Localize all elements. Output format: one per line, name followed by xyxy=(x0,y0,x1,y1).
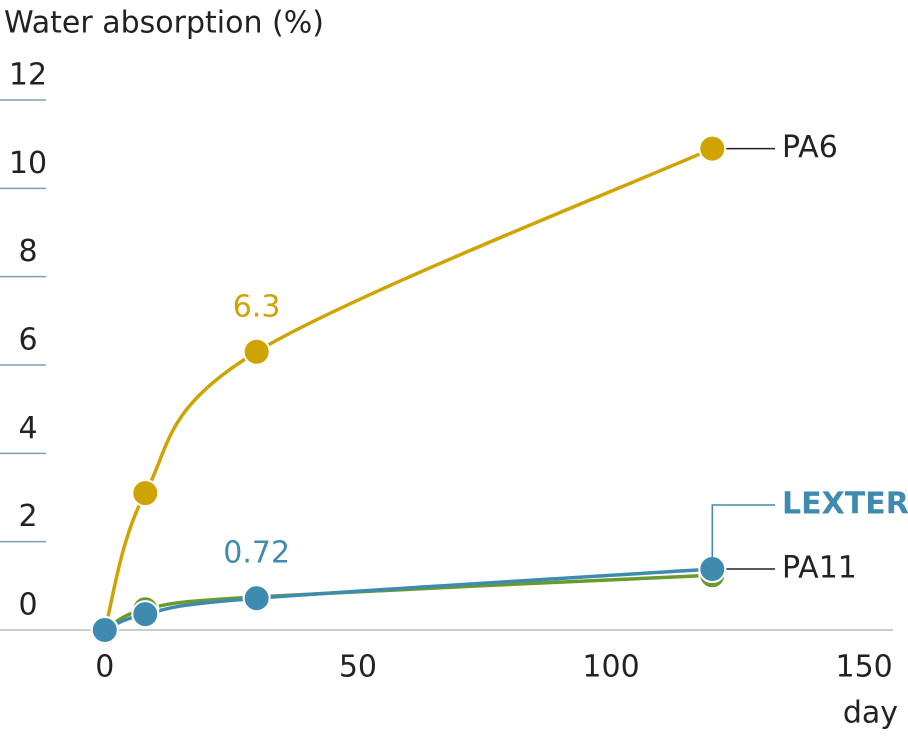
point xyxy=(131,600,160,629)
point xyxy=(90,616,119,644)
x-tick-label: 0 xyxy=(95,650,114,685)
y-tick-label: 8 xyxy=(18,234,37,269)
y-tick-label: 6 xyxy=(18,323,37,358)
x-tick-label: 150 xyxy=(836,650,893,685)
leader-line xyxy=(711,504,775,558)
series-label: PA11 xyxy=(782,551,857,586)
y-tick-label: 0 xyxy=(18,588,37,623)
point xyxy=(242,337,271,366)
x-axis-title: day xyxy=(843,696,898,731)
data-label: 6.3 xyxy=(233,289,281,324)
point xyxy=(698,555,727,584)
x-tick-label: 100 xyxy=(582,650,639,685)
x-tick-label: 50 xyxy=(339,650,377,685)
point xyxy=(698,134,727,163)
y-tick-label: 2 xyxy=(18,499,37,534)
data-label: 0.72 xyxy=(223,536,290,571)
series-label: PA6 xyxy=(782,130,838,165)
series-line xyxy=(103,146,713,631)
y-axis-title: Water absorption (%) xyxy=(4,6,324,41)
y-tick-label: 10 xyxy=(9,146,47,181)
point xyxy=(242,584,271,613)
y-tick-label: 12 xyxy=(9,58,47,93)
y-tick-label: 4 xyxy=(18,411,37,446)
series-label: LEXTER xyxy=(782,487,908,522)
point xyxy=(131,479,160,508)
